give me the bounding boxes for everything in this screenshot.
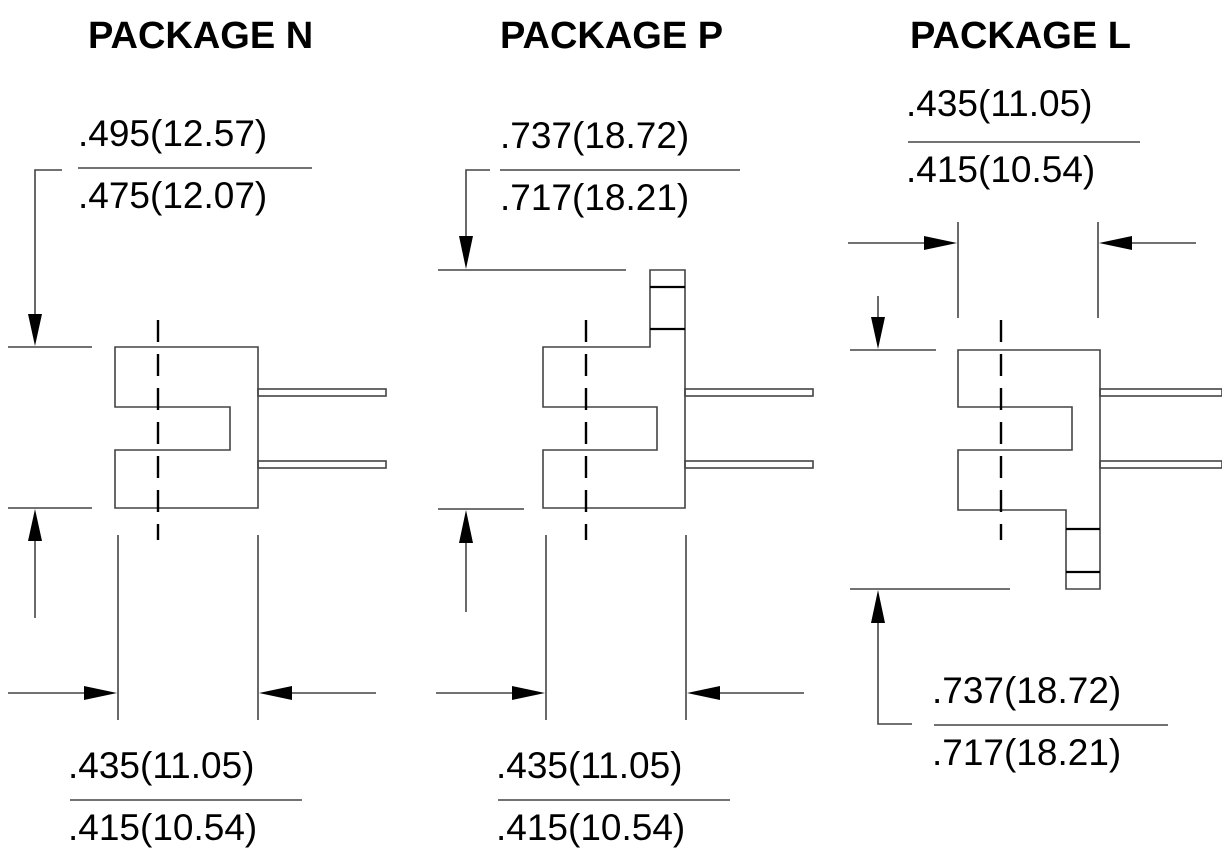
- package-l-lead-upper: [1099, 388, 1222, 397]
- package-p: PACKAGE P .737(18.72) .717(18.21) .435(1…: [436, 15, 814, 848]
- package-p-height-arrow-top: [459, 236, 473, 269]
- package-n-height-leader-top: [34, 169, 62, 316]
- package-p-width-arrow-right: [687, 686, 720, 700]
- package-l-width-max: .435(11.05): [906, 83, 1093, 124]
- package-l-title: PACKAGE L: [910, 15, 1131, 57]
- package-p-lead-upper: [684, 388, 814, 397]
- package-p-width-max: .435(11.05): [496, 745, 683, 786]
- package-n-height-max: .495(12.57): [78, 113, 267, 154]
- package-n-width-min: .415(10.54): [68, 807, 257, 848]
- package-n: PACKAGE N .495(12.57) .475(12.07) .435(1…: [8, 15, 387, 848]
- package-l-height-max: .737(18.72): [932, 670, 1121, 711]
- package-n-lead-lower: [257, 460, 387, 469]
- package-l-body-outline: [957, 349, 1101, 590]
- package-l-height-arrow-top: [871, 317, 885, 349]
- package-p-width-arrow-left: [512, 686, 545, 700]
- package-l-width-min: .415(10.54): [906, 149, 1095, 190]
- package-n-height-arrow-top: [28, 314, 42, 346]
- package-l-height-arrow-bottom: [871, 590, 885, 623]
- package-l-height-leader-bottom: [877, 623, 912, 725]
- package-p-height-leader-top: [465, 169, 490, 238]
- package-l: PACKAGE L .435(11.05) .415(10.54) .737(1…: [848, 15, 1222, 773]
- package-l-width-arrow-left: [924, 236, 957, 250]
- package-n-lead-upper: [257, 388, 387, 397]
- package-p-height-min: .717(18.21): [500, 177, 689, 218]
- package-l-height-min: .717(18.21): [932, 732, 1121, 773]
- package-n-title: PACKAGE N: [88, 15, 313, 57]
- package-n-height-arrow-bottom: [28, 509, 42, 541]
- package-l-width-arrow-right: [1099, 236, 1132, 250]
- package-n-width-max: .435(11.05): [68, 745, 255, 786]
- package-n-width-arrow-right: [259, 686, 292, 700]
- package-p-width-min: .415(10.54): [496, 807, 685, 848]
- package-n-body-outline: [114, 346, 259, 509]
- package-p-title: PACKAGE P: [500, 15, 723, 57]
- package-n-width-arrow-left: [84, 686, 117, 700]
- package-p-body-outline: [542, 269, 686, 509]
- package-n-height-min: .475(12.07): [78, 175, 267, 216]
- package-p-lead-lower: [684, 460, 814, 469]
- package-p-height-max: .737(18.72): [500, 115, 689, 156]
- package-l-lead-lower: [1099, 460, 1222, 469]
- package-p-height-arrow-bottom: [459, 510, 473, 543]
